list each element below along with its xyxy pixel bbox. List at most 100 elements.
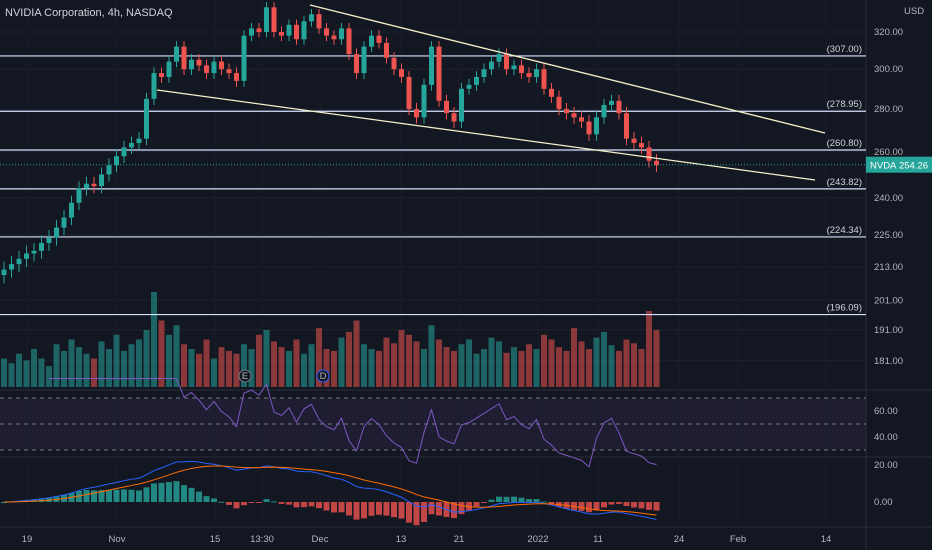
volume-bar bbox=[248, 349, 255, 387]
volume-bar bbox=[563, 350, 570, 387]
candle-body bbox=[24, 253, 29, 259]
volume-bar bbox=[503, 352, 510, 387]
volume-bar bbox=[106, 349, 112, 387]
volume-bar bbox=[518, 350, 525, 387]
macd-histogram-bar bbox=[593, 502, 600, 511]
candle-body bbox=[301, 21, 307, 40]
level-label: (278.95) bbox=[827, 99, 862, 110]
candle-body bbox=[46, 237, 52, 243]
macd-histogram-bar bbox=[31, 499, 37, 502]
candle-body bbox=[106, 165, 112, 175]
volume-bar bbox=[481, 349, 487, 387]
volume-bar bbox=[151, 292, 157, 387]
macd-histogram-bar bbox=[488, 499, 495, 502]
candle-body bbox=[159, 73, 164, 77]
volume-bar bbox=[653, 330, 660, 387]
volume-bar bbox=[511, 347, 517, 387]
price-tick-label: 260.00 bbox=[874, 147, 903, 158]
candle-body bbox=[271, 7, 277, 32]
candle-body bbox=[414, 109, 419, 118]
candle-body bbox=[39, 242, 44, 251]
candle-body bbox=[91, 183, 97, 187]
macd-histogram-bar bbox=[316, 502, 322, 509]
macd-histogram-bar bbox=[203, 496, 210, 502]
candle-body bbox=[549, 88, 554, 97]
candle-body bbox=[526, 73, 532, 77]
macd-histogram-bar bbox=[83, 489, 90, 502]
macd-histogram-bar bbox=[263, 499, 270, 502]
candle-body bbox=[211, 61, 217, 74]
level-label: (224.34) bbox=[827, 225, 862, 236]
macd-histogram-bar bbox=[151, 483, 157, 502]
candle-body bbox=[339, 28, 344, 40]
volume-bar bbox=[533, 349, 540, 387]
volume-bar bbox=[181, 344, 187, 387]
candle-body bbox=[654, 160, 659, 166]
volume-bar bbox=[473, 353, 480, 387]
last-price-label: 254.26 bbox=[899, 161, 928, 172]
volume-bar bbox=[391, 343, 397, 387]
volume-bar bbox=[256, 334, 262, 387]
volume-bar bbox=[293, 339, 300, 387]
macd-histogram-bar bbox=[293, 502, 300, 508]
volume-bar bbox=[436, 339, 442, 387]
macd-histogram-bar bbox=[481, 502, 487, 504]
candle-body bbox=[406, 76, 412, 110]
volume-bar bbox=[31, 349, 37, 387]
candle-body bbox=[541, 69, 547, 89]
candle-body bbox=[511, 65, 517, 70]
candle-body bbox=[84, 183, 89, 189]
lower-trendline bbox=[156, 89, 816, 181]
volume-bar bbox=[571, 328, 577, 387]
volume-bar bbox=[398, 330, 405, 387]
macd-histogram-bar bbox=[301, 502, 307, 508]
candle-body bbox=[264, 7, 269, 32]
macd-tick-label: 20.00 bbox=[874, 460, 898, 471]
macd-histogram-bar bbox=[233, 502, 240, 509]
macd-tick-label: 0.00 bbox=[874, 497, 893, 508]
volume-bar bbox=[466, 339, 472, 387]
volume-bar bbox=[203, 339, 210, 387]
volume-bar bbox=[68, 339, 75, 387]
macd-histogram-bar bbox=[518, 497, 525, 502]
time-tick-label: 19 bbox=[22, 534, 33, 545]
volume-bar bbox=[361, 344, 367, 387]
macd-histogram-bar bbox=[526, 499, 532, 502]
price-tick-label: 213.00 bbox=[874, 262, 903, 273]
price-tick-label: 181.00 bbox=[874, 356, 903, 367]
candle-body bbox=[61, 217, 67, 228]
candle-body bbox=[391, 57, 397, 70]
volume-bar bbox=[638, 349, 645, 387]
rsi-tick-label: 60.00 bbox=[874, 406, 898, 417]
volume-bar bbox=[278, 347, 285, 387]
level-label: (260.80) bbox=[827, 138, 862, 149]
volume-bar bbox=[541, 334, 547, 387]
candle-body bbox=[504, 54, 509, 70]
volume-bar bbox=[83, 353, 90, 387]
macd-histogram-bar bbox=[121, 489, 127, 502]
candle-body bbox=[429, 46, 434, 85]
candle-body bbox=[316, 14, 322, 29]
event-marker-icon bbox=[238, 369, 252, 383]
time-tick-label: Dec bbox=[312, 534, 329, 545]
candle-body bbox=[601, 104, 607, 118]
candle-body bbox=[376, 35, 382, 43]
volume-bar bbox=[488, 337, 495, 387]
candle-body bbox=[466, 84, 472, 89]
macd-histogram-bar bbox=[1, 502, 7, 503]
candle-body bbox=[369, 35, 374, 47]
candle-body bbox=[474, 76, 479, 85]
volume-bar bbox=[406, 334, 412, 387]
volume-bar bbox=[91, 358, 97, 387]
candle-body bbox=[331, 35, 337, 40]
candle-body bbox=[646, 147, 652, 161]
candle-body bbox=[1, 269, 7, 276]
time-tick-label: 2022 bbox=[527, 534, 548, 545]
volume-bar bbox=[16, 353, 22, 387]
candle-body bbox=[586, 121, 592, 135]
candle-body bbox=[384, 42, 389, 58]
volume-bar bbox=[608, 345, 615, 387]
candle-body bbox=[324, 28, 329, 36]
signal-line bbox=[3, 465, 657, 516]
